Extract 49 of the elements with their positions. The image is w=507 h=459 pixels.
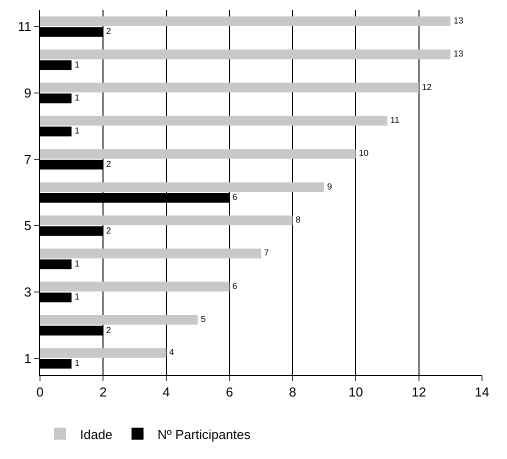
y-tick-label: 1 <box>24 350 32 366</box>
x-tick-label: 10 <box>348 384 363 400</box>
y-tick-label: 9 <box>24 86 32 100</box>
data-label: 2 <box>106 158 112 169</box>
data-label: 1 <box>74 258 80 268</box>
legend-label: Idade <box>80 426 113 442</box>
data-label: 6 <box>232 280 238 291</box>
x-tick-label: 8 <box>288 384 296 400</box>
x-tick-label: 4 <box>162 384 170 400</box>
bar <box>40 348 166 358</box>
data-label: 7 <box>264 248 269 258</box>
data-label: 12 <box>422 82 432 92</box>
data-label: 10 <box>358 148 369 158</box>
data-label: 9 <box>327 181 332 192</box>
bar <box>40 82 419 92</box>
data-label: 1 <box>74 59 80 70</box>
bar <box>40 282 230 292</box>
data-label: 5 <box>200 314 206 324</box>
data-label: 13 <box>453 15 464 26</box>
data-label: 13 <box>453 48 464 59</box>
data-label: 2 <box>106 324 112 335</box>
y-tick-label: 3 <box>24 284 32 300</box>
bar <box>40 248 261 258</box>
x-tick-label: 0 <box>36 384 44 400</box>
bar <box>40 215 293 226</box>
data-label: 1 <box>74 92 80 103</box>
data-label: 11 <box>390 114 400 125</box>
data-label: 2 <box>106 26 112 36</box>
data-label: 1 <box>74 358 80 368</box>
y-tick-label: 7 <box>24 152 32 167</box>
bar <box>40 116 388 126</box>
x-tick-label: 14 <box>474 384 490 400</box>
bar <box>40 182 324 192</box>
bar <box>40 314 198 325</box>
y-tick-label: 5 <box>24 218 32 234</box>
y-tick-label: 11 <box>18 19 32 34</box>
bar <box>40 50 450 60</box>
bar <box>40 16 450 26</box>
x-tick-label: 6 <box>226 384 234 400</box>
legend-label: Nº Participantes <box>158 426 251 442</box>
data-label: 6 <box>232 192 238 202</box>
data-label: 1 <box>74 292 80 302</box>
data-label: 8 <box>296 214 301 224</box>
x-tick-label: 2 <box>100 384 107 400</box>
x-tick-label: 12 <box>412 384 426 400</box>
data-label: 4 <box>169 347 174 358</box>
data-label: 1 <box>74 126 80 136</box>
data-label: 2 <box>106 225 112 236</box>
bar <box>40 149 356 159</box>
